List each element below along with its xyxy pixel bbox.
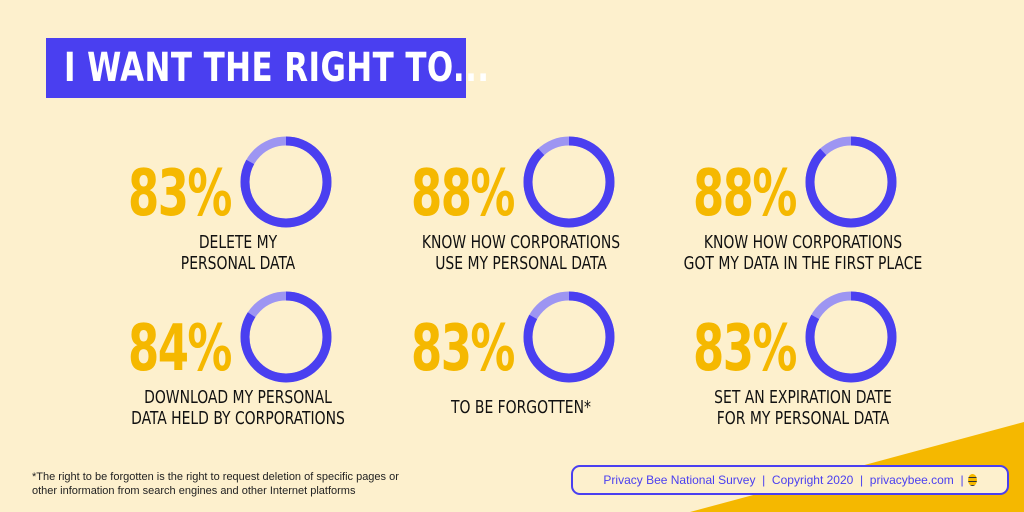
stat-percent: 88% (411, 157, 515, 231)
stat-percent: 83% (411, 312, 515, 386)
donut-value-arc (523, 136, 615, 228)
stat-label: TO BE FORGOTTEN* (451, 397, 591, 418)
credit-text: Privacy Bee National Survey | Copyright … (603, 473, 964, 487)
stat-know-use: 88% KNOW HOW CORPORATIONS USE MY PERSONAL… (411, 134, 671, 274)
stat-label: SET AN EXPIRATION DATE FOR MY PERSONAL DA… (714, 387, 892, 429)
stat-percent: 83% (693, 312, 797, 386)
stat-label: KNOW HOW CORPORATIONS GOT MY DATA IN THE … (683, 232, 923, 274)
bee-icon (967, 474, 977, 486)
donut-chart (805, 291, 897, 383)
title-banner: I WANT THE RIGHT TO... (46, 38, 489, 98)
page-title: I WANT THE RIGHT TO... (64, 45, 490, 91)
donut-chart (240, 291, 332, 383)
donut-chart (805, 136, 897, 228)
stat-percent: 83% (128, 157, 232, 231)
stat-expiration-date: 83% SET AN EXPIRATION DATE FOR MY PERSONA… (693, 289, 953, 429)
donut-value-arc (523, 291, 615, 383)
footnote: *The right to be forgotten is the right … (32, 471, 399, 497)
stat-label: DOWNLOAD MY PERSONAL DATA HELD BY CORPORA… (131, 387, 345, 429)
stat-label: DELETE MY PERSONAL DATA (180, 232, 296, 274)
donut-chart (523, 136, 615, 228)
stat-percent: 84% (128, 312, 232, 386)
stat-label: KNOW HOW CORPORATIONS USE MY PERSONAL DAT… (421, 232, 621, 274)
donut-chart (240, 136, 332, 228)
stat-know-source: 88% KNOW HOW CORPORATIONS GOT MY DATA IN … (684, 134, 953, 274)
stat-delete-data: 83% DELETE MY PERSONAL DATA (128, 134, 388, 274)
donut-value-arc (240, 291, 332, 383)
stat-percent: 88% (693, 157, 797, 231)
donut-value-arc (240, 136, 332, 228)
donut-chart (523, 291, 615, 383)
stat-be-forgotten: 83% TO BE FORGOTTEN* (411, 289, 671, 429)
donut-value-arc (805, 291, 897, 383)
stat-download-data: 84% DOWNLOAD MY PERSONAL DATA HELD BY COR… (128, 289, 388, 429)
donut-value-arc (805, 136, 897, 228)
credit-box: Privacy Bee National Survey | Copyright … (571, 465, 1009, 495)
